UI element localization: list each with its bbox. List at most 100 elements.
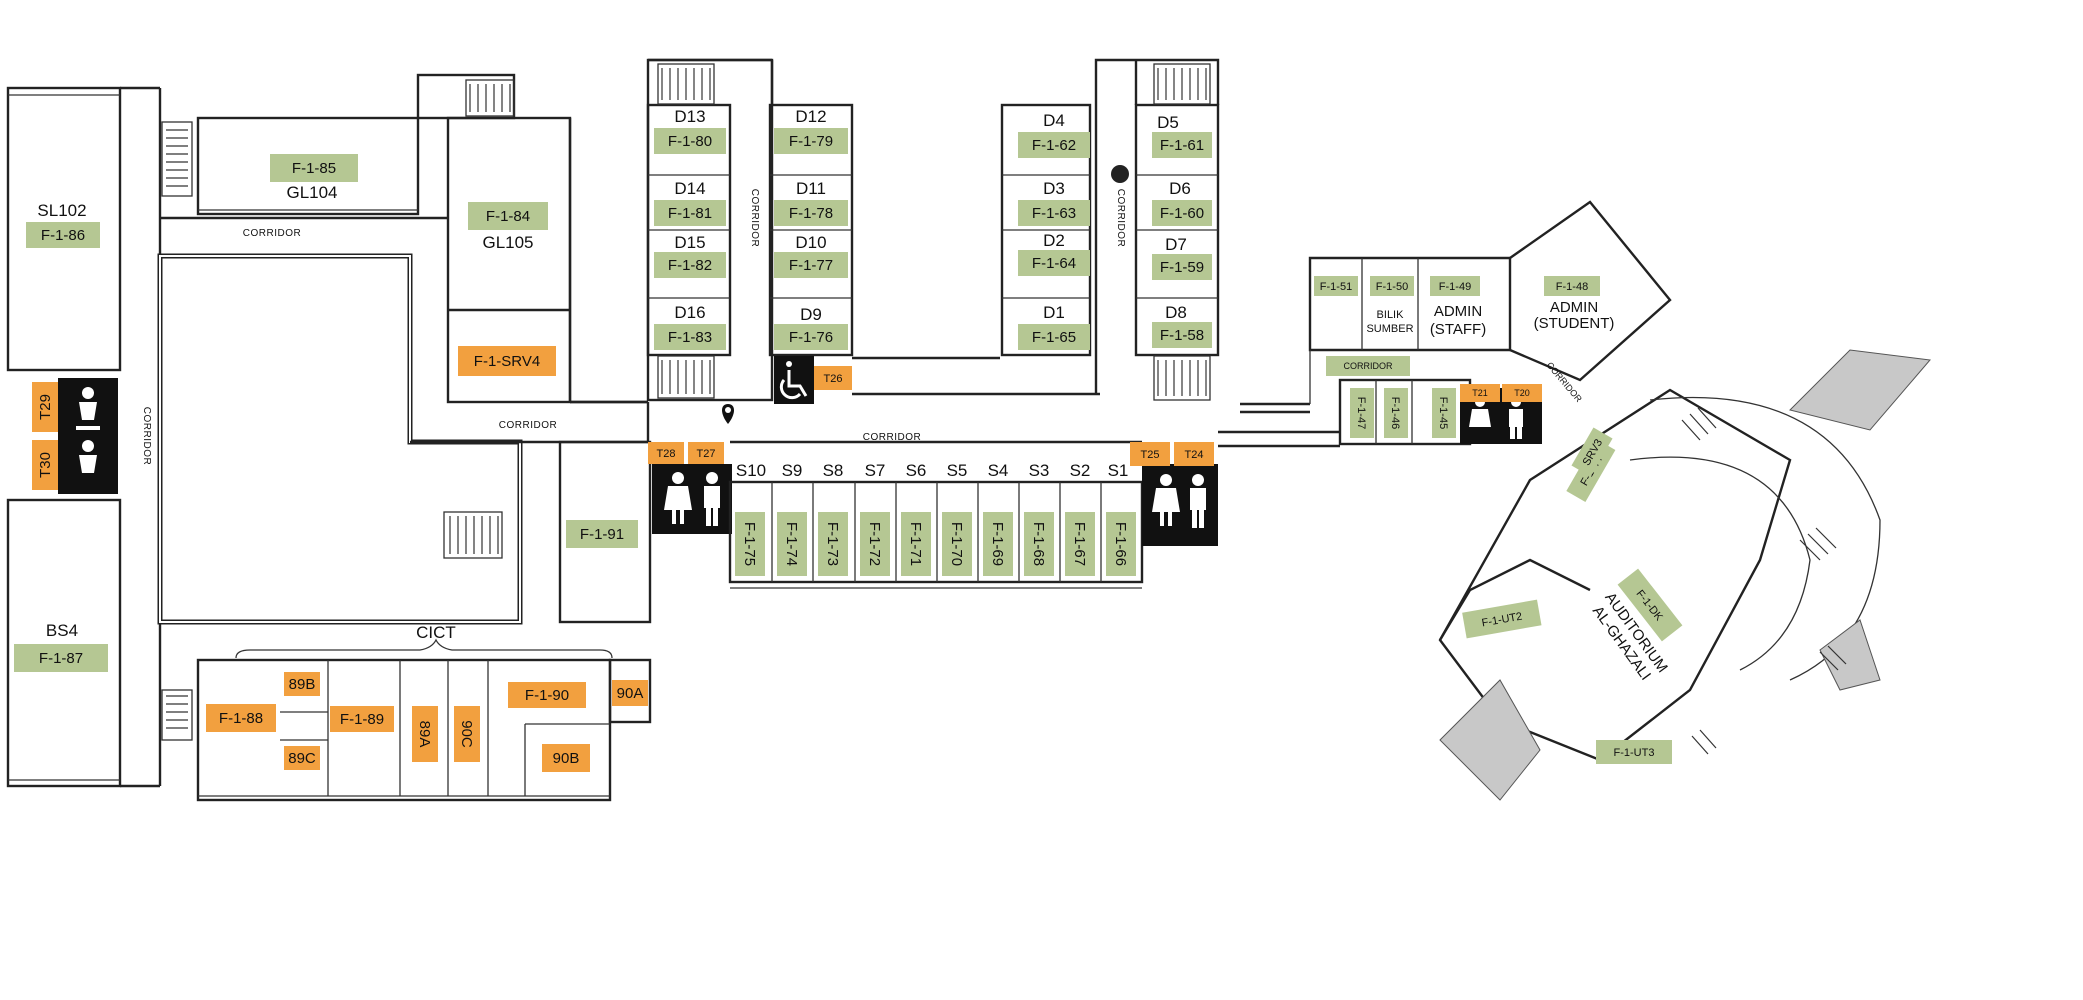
room-name-s3: S3 [1029,461,1050,480]
room-label-f167: F-1-67 [1071,522,1088,566]
room-label-f177: F-1-77 [789,257,833,274]
room-name-s5: S5 [947,461,968,480]
room-label-f158: F-1-58 [1160,327,1204,344]
room-label-f174: F-1-74 [783,522,800,566]
room-label-f191: F-1-91 [580,526,624,543]
toilet-label-t24: T24 [1185,449,1204,461]
room-label-f189: F-1-89 [340,711,384,728]
d-link-corridor [570,356,1100,404]
toilet-label-t30: T30 [37,452,54,478]
room-label-f149: F-1-49 [1439,281,1471,293]
location-pin-icon [722,404,734,424]
room-label-90c: 90C [458,720,475,748]
room-label-f151: F-1-51 [1320,281,1352,293]
toilet-block-central [652,464,732,534]
toilet-block-east [1142,464,1218,546]
room-name-d8: D8 [1165,303,1187,322]
room-label-f170: F-1-70 [948,522,965,566]
room-label-f172: F-1-72 [866,522,883,566]
room-name-s2: S2 [1070,461,1091,480]
room-label-f168: F-1-68 [1030,522,1047,566]
room-name-d1: D1 [1043,303,1065,322]
room-label-f180: F-1-80 [668,133,712,150]
room-name-d10: D10 [795,233,826,252]
room-name-sl102: SL102 [37,201,86,220]
room-name-bilik-sumber-2: SUMBER [1366,323,1413,335]
marker-dot-icon [1111,165,1129,183]
room-label-f185: F-1-85 [292,160,336,177]
room-name-d9: D9 [800,305,822,324]
green-room-labels: F-1-85 F-1-86 F-1-84 F-1-87 F-1-91 F-1-8… [14,128,1683,764]
admin-link-corridor [1218,402,1340,448]
stairs-d-block-right-top [1153,63,1211,105]
room-label-f162: F-1-62 [1032,137,1076,154]
room-label-f188: F-1-88 [219,710,263,727]
room-name-d16: D16 [674,303,705,322]
room-name-bs4: BS4 [46,621,78,640]
room-label-fut3: F-1-UT3 [1614,747,1655,759]
toilet-icon [1152,474,1206,528]
room-label-f147: F-1-47 [1355,397,1367,429]
room-name-d3: D3 [1043,179,1065,198]
room-label-f184: F-1-84 [486,208,530,225]
corridor-label-main: CORRIDOR [863,432,921,443]
stairs-d-block-left-bottom [657,355,715,399]
toilet-label-t21: T21 [1472,388,1488,398]
corridor-label-east-diag: CORRIDOR [1545,360,1584,404]
toilet-block-west [58,378,118,494]
room-name-s6: S6 [906,461,927,480]
gl104-block [161,116,420,216]
stairs-auditorium [1681,407,1847,755]
room-label-f175: F-1-75 [741,522,758,566]
room-name-s9: S9 [782,461,803,480]
toilet-icon [76,387,100,473]
room-name-d6: D6 [1169,179,1191,198]
room-name-admin-staff-2: (STAFF) [1430,321,1486,338]
room-label-90a: 90A [617,685,644,702]
d-block-right [1000,58,1220,401]
room-label-f171: F-1-71 [907,522,924,566]
room-label-f161: F-1-61 [1160,137,1204,154]
room-name-d7: D7 [1165,235,1187,254]
room-label-srv4: F-1-SRV4 [474,353,540,370]
stairs-d-block-right-bottom [1153,355,1211,401]
room-name-s1: S1 [1108,461,1129,480]
room-name-admin-student-2: (STUDENT) [1534,315,1615,332]
room-label-f173: F-1-73 [824,522,841,566]
toilet-icon [664,472,720,526]
room-name-admin-student-1: ADMIN [1550,299,1598,316]
stairs-gl105 [465,79,515,117]
s-block [728,440,1144,589]
room-label-f165: F-1-65 [1032,329,1076,346]
room-name-d4: D4 [1043,111,1065,130]
room-label-f187: F-1-87 [39,650,83,667]
room-label-f145: F-1-45 [1437,397,1449,429]
auditorium-block [1438,349,1931,801]
room-label-f182: F-1-82 [668,257,712,274]
corridor-label-d-block-left: CORRIDOR [749,189,760,247]
room-name-d15: D15 [674,233,705,252]
stairs-gl104 [161,121,193,197]
room-label-90b: 90B [553,750,580,767]
room-name-d12: D12 [795,107,826,126]
orange-room-labels: F-1-SRV4 T29 T30 T28 T27 T26 T25 T24 T21… [32,346,1542,772]
corridor-label-admin: CORRIDOR [1344,361,1393,371]
room-label-f169: F-1-69 [989,522,1006,566]
corridor-label-top: CORRIDOR [243,228,301,239]
toilet-label-t25: T25 [1141,449,1160,461]
toilet-label-t28: T28 [657,448,676,460]
room-label-f150: F-1-50 [1376,281,1408,293]
room-label-f179: F-1-79 [789,133,833,150]
cict-block [161,638,652,802]
room-name-s8: S8 [823,461,844,480]
room-name-d5: D5 [1157,113,1179,132]
room-label-f146: F-1-46 [1389,397,1401,429]
room-label-f164: F-1-64 [1032,255,1076,272]
toilet-label-t27: T27 [697,448,716,460]
room-name-s10: S10 [736,461,766,480]
room-label-f186: F-1-86 [41,227,85,244]
room-name-d2: D2 [1043,231,1065,250]
corridor-walls [160,216,650,444]
room-label-f163: F-1-63 [1032,205,1076,222]
